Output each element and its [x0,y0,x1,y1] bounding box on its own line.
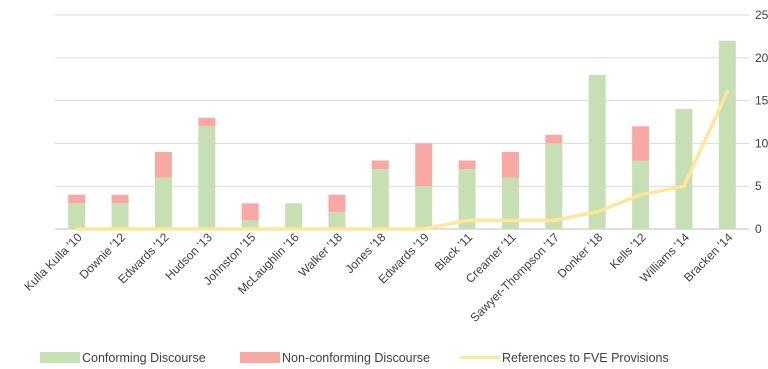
bar-conforming [328,211,346,229]
bar-nonconforming [632,126,650,161]
bar-nonconforming [371,160,389,170]
bar-conforming [415,186,433,229]
bar-conforming [68,203,86,229]
bar-nonconforming [241,203,259,221]
bar-nonconforming [328,194,346,212]
bar-conforming [458,169,476,229]
legend: Conforming Discourse Non-conforming Disc… [40,351,669,365]
y-tick-label: 5 [755,179,762,193]
legend-label-conforming: Conforming Discourse [82,351,206,365]
bar-conforming [371,169,389,229]
x-category-label: Black '11 [432,230,476,274]
y-tick-label: 0 [755,222,762,236]
bar-conforming [501,177,519,229]
bar-conforming [285,203,303,229]
bar-conforming [675,109,693,229]
x-category-label: Kulla Kulla '10 [21,230,85,294]
bar-nonconforming [111,194,129,204]
y-tick-label: 20 [755,51,768,65]
legend-swatch-conforming [40,352,80,363]
bar-conforming [588,74,606,229]
bars [68,40,736,230]
bar-conforming [111,203,129,229]
bar-conforming [154,177,172,229]
y-tick-label: 10 [755,136,768,150]
bar-nonconforming [501,151,519,178]
bar-conforming [198,126,216,229]
legend-label-nonconforming: Non-conforming Discourse [282,351,430,365]
bar-conforming [718,40,736,230]
line-fve-references [74,90,730,231]
x-category-label: Sawyer-Thompson '17 [467,230,562,325]
y-axis-ticks: 0 5 10 15 20 25 [755,8,768,236]
y-tick-label: 15 [755,94,768,108]
x-category-label: Walker '18 [296,230,346,280]
bar-nonconforming [458,160,476,170]
legend-label-fve-line: References to FVE Provisions [502,351,669,365]
bar-nonconforming [415,143,433,187]
legend-swatch-nonconforming [240,352,280,363]
fve-line [74,90,730,231]
bar-nonconforming [198,117,216,127]
x-category-label: Donker '18 [555,230,606,281]
bar-conforming [241,220,259,229]
x-category-label: Kells '12 [607,230,649,272]
bar-nonconforming [545,134,563,144]
bar-conforming [545,143,563,229]
bar-nonconforming [68,194,86,204]
y-tick-label: 25 [755,8,768,22]
bar-nonconforming [154,151,172,178]
